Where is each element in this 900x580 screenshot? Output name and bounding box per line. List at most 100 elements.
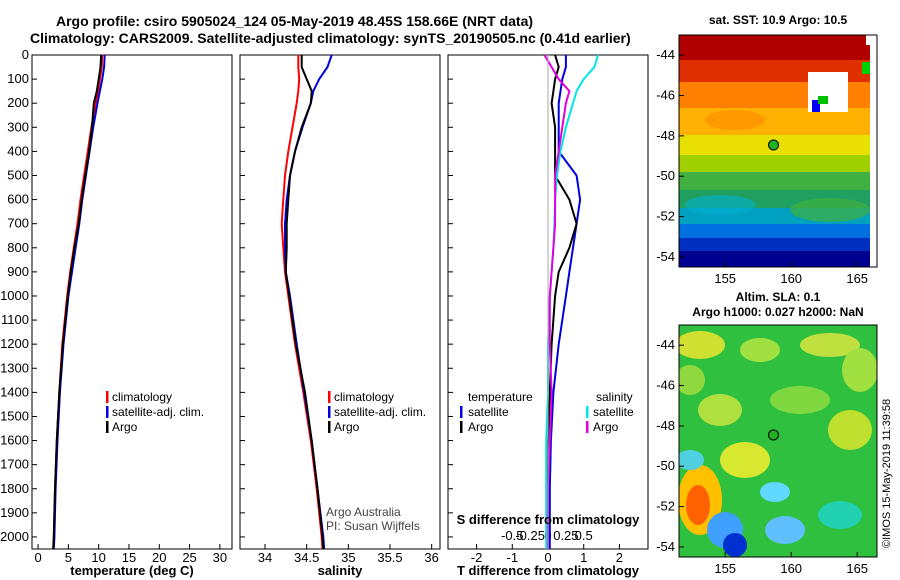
x-tick-label: 0.5 bbox=[575, 528, 593, 543]
title-line-2: Climatology: CARS2009. Satellite-adjuste… bbox=[30, 30, 631, 46]
legend-climatology: climatology bbox=[334, 390, 394, 404]
depth-tick-label: 100 bbox=[7, 71, 29, 86]
depth-tick-label: 900 bbox=[7, 264, 29, 279]
depth-tick-label: 1500 bbox=[0, 408, 29, 423]
map-y-tick-label: -46 bbox=[656, 378, 675, 393]
sla-map-frame bbox=[678, 324, 878, 558]
legend-swatch-satellite bbox=[328, 406, 331, 418]
x-tick-label: 34 bbox=[258, 550, 272, 565]
depth-tick-label: 1400 bbox=[0, 384, 29, 399]
legend-swatch-s-argo bbox=[586, 421, 589, 433]
difference-legend-temperature: temperature satellite Argo bbox=[460, 390, 533, 434]
profile-position-marker bbox=[768, 429, 780, 441]
map-y-tick-label: -44 bbox=[656, 47, 675, 62]
depth-tick-label: 300 bbox=[7, 119, 29, 134]
legend-climatology: climatology bbox=[112, 390, 172, 404]
x-tick-label: -0.25 bbox=[515, 528, 545, 543]
depth-axis: 0 100 200 300 400 500 600 700 800 900 1000 1100 1200… bbox=[0, 47, 453, 544]
x-tick-label: 10 bbox=[91, 550, 105, 565]
map-x-tick-label: 165 bbox=[846, 561, 868, 576]
depth-tick-label: 1600 bbox=[0, 433, 29, 448]
depth-tick-label: 200 bbox=[7, 95, 29, 110]
salinity-xlabel: salinity bbox=[318, 563, 364, 578]
temperature-legend: climatology satellite-adj. clim. Argo bbox=[106, 390, 204, 434]
series-line-argo bbox=[52, 54, 103, 550]
legend-swatch-t-argo bbox=[460, 421, 463, 433]
depth-tick-label: 1800 bbox=[0, 481, 29, 496]
depth-tick-label: 1200 bbox=[0, 336, 29, 351]
legend-title-temperature: temperature bbox=[468, 390, 533, 404]
legend-swatch-satellite bbox=[106, 406, 109, 418]
legend-t-satellite: satellite bbox=[468, 405, 509, 419]
map-y-tick-label: -50 bbox=[656, 168, 675, 183]
map-y-tick-label: -52 bbox=[656, 209, 675, 224]
depth-tick-label: 1900 bbox=[0, 505, 29, 520]
depth-tick-label: 1000 bbox=[0, 288, 29, 303]
map-x-tick-label: 165 bbox=[846, 271, 868, 286]
map-y-tick-label: -44 bbox=[656, 337, 675, 352]
profile-position-marker bbox=[768, 139, 780, 151]
legend-satellite: satellite-adj. clim. bbox=[334, 405, 426, 419]
map-x-tick-label: 160 bbox=[780, 561, 802, 576]
temperature-lines bbox=[52, 54, 106, 550]
x-tick-label: 36 bbox=[424, 550, 438, 565]
x-tick-label: 5 bbox=[65, 550, 72, 565]
legend-swatch-argo bbox=[328, 421, 331, 433]
temperature-xlabel: temperature (deg C) bbox=[70, 563, 194, 578]
sla-map bbox=[679, 325, 877, 557]
temperature-panel bbox=[31, 54, 233, 550]
sst-map bbox=[679, 35, 877, 267]
sla-map-title-1: Altim. SLA: 0.1 bbox=[736, 290, 821, 304]
sla-map-axes: 155 160 165 -44 -46 -48 -50 -52 -54 bbox=[656, 337, 868, 576]
difference-legend-salinity: salinity satellite Argo bbox=[586, 390, 634, 434]
legend-swatch-climatology bbox=[328, 391, 331, 403]
map-y-tick-label: -48 bbox=[656, 128, 675, 143]
depth-tick-label: 1700 bbox=[0, 457, 29, 472]
map-x-tick-label: 155 bbox=[714, 271, 736, 286]
legend-swatch-t-satellite bbox=[460, 406, 463, 418]
series-line-climatology bbox=[52, 54, 104, 550]
map-y-tick-label: -54 bbox=[656, 249, 675, 264]
legend-swatch-climatology bbox=[106, 391, 109, 403]
legend-s-satellite: satellite bbox=[593, 405, 634, 419]
salinity-x-axis: 34 34.5 35 35.5 36 bbox=[258, 544, 439, 565]
x-tick-label: 20 bbox=[152, 550, 166, 565]
x-tick-label: 0 bbox=[34, 550, 41, 565]
map-y-tick-label: -54 bbox=[656, 539, 675, 554]
x-tick-label: 1 bbox=[580, 550, 587, 565]
map-y-tick-label: -50 bbox=[656, 458, 675, 473]
t-difference-xlabel: T difference from climatology bbox=[457, 563, 640, 578]
map-y-tick-label: -46 bbox=[656, 88, 675, 103]
legend-title-salinity: salinity bbox=[596, 390, 633, 404]
t-difference-x-axis: -2 -1 0 1 2 bbox=[471, 544, 623, 565]
sst-map-axes: 155 160 165 -44 -46 -48 -50 -52 -54 bbox=[656, 47, 868, 286]
legend-argo: Argo bbox=[112, 420, 138, 434]
salinity-lines bbox=[280, 54, 333, 550]
salinity-panel bbox=[239, 54, 441, 550]
x-tick-label: -2 bbox=[471, 550, 483, 565]
depth-tick-label: 600 bbox=[7, 192, 29, 207]
x-tick-label: 15 bbox=[122, 550, 136, 565]
series-line-satellite-adj-clim- bbox=[52, 54, 106, 550]
x-tick-label: 0.25 bbox=[553, 528, 578, 543]
x-tick-label: -0.5 bbox=[501, 528, 523, 543]
x-tick-label: 35 bbox=[341, 550, 355, 565]
x-tick-label: 25 bbox=[182, 550, 196, 565]
depth-tick-label: 500 bbox=[7, 167, 29, 182]
title-line-1: Argo profile: csiro 5905024_124 05-May-2… bbox=[56, 13, 533, 29]
map-x-tick-label: 160 bbox=[780, 271, 802, 286]
s-difference-xlabel: S difference from climatology bbox=[457, 512, 641, 527]
depth-tick-label: 700 bbox=[7, 216, 29, 231]
legend-swatch-argo bbox=[106, 421, 109, 433]
depth-tick-label: 0 bbox=[22, 47, 29, 62]
s-difference-x-axis: -0.5-0.2500.250.5 bbox=[501, 528, 593, 543]
legend-satellite: satellite-adj. clim. bbox=[112, 405, 204, 419]
depth-tick-label: 1100 bbox=[1, 312, 29, 327]
depth-tick-label: 800 bbox=[7, 240, 29, 255]
x-tick-label: -1 bbox=[507, 550, 519, 565]
legend-argo: Argo bbox=[334, 420, 360, 434]
credit-pi: PI: Susan Wijffels bbox=[326, 519, 420, 533]
depth-tick-label: 1300 bbox=[0, 360, 29, 375]
series-line-salinity-argo bbox=[543, 54, 571, 549]
sla-map-title-2: Argo h1000: 0.027 h2000: NaN bbox=[692, 305, 863, 319]
